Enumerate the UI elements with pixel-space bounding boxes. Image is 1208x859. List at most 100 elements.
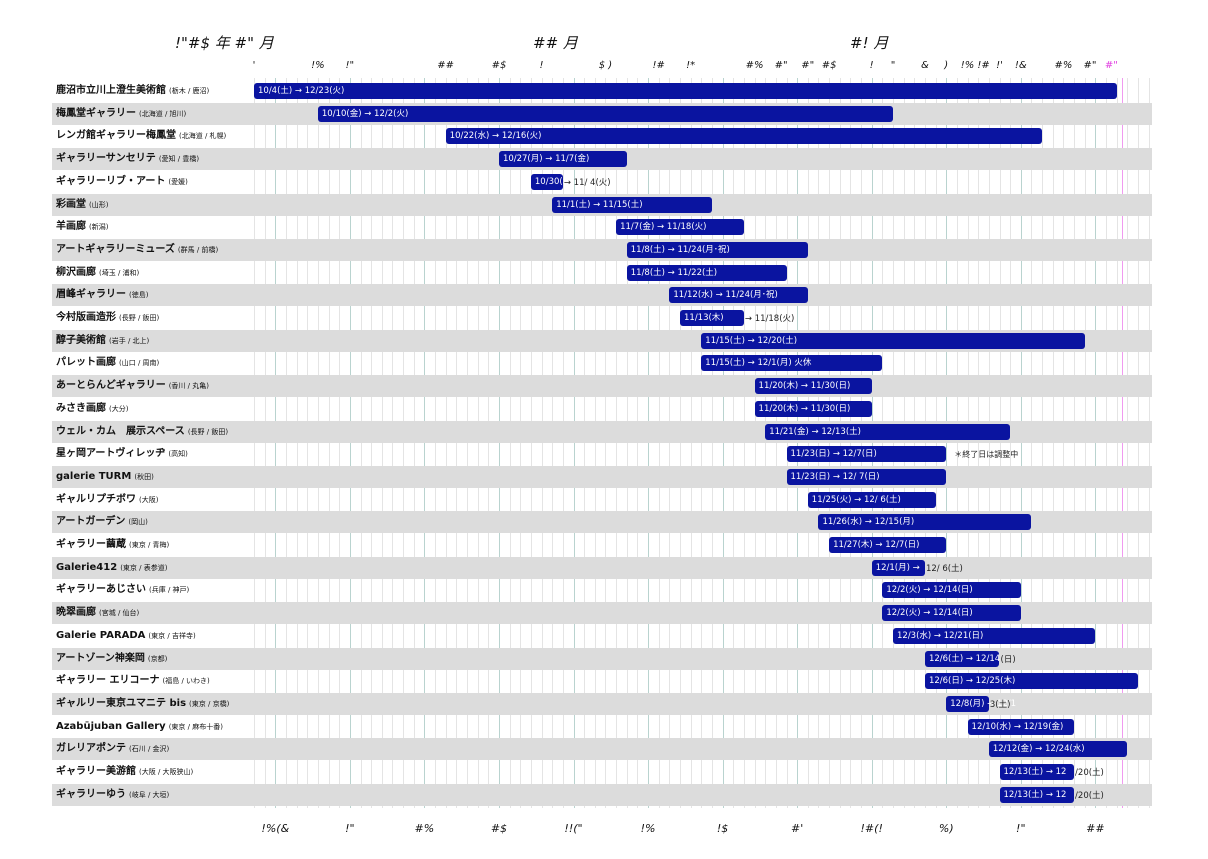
schedule-bar [924, 650, 1000, 667]
day-gridline [956, 78, 958, 808]
schedule-bar [893, 627, 1096, 644]
schedule-bar [626, 264, 787, 281]
venue-label: みさき画廊 (大分) [56, 398, 128, 420]
bottom-tick-label: !%(& [261, 822, 290, 835]
day-gridline [903, 78, 905, 808]
venue-location: (東京 / 麻布十番) [168, 722, 223, 731]
day-gridline [360, 78, 362, 808]
day-gridline [445, 78, 447, 808]
venue-label: 彩画堂 (山形) [56, 194, 108, 216]
schedule-bar-overflow-text: 3(土) [989, 699, 1011, 710]
top-tick-label: !" [345, 60, 355, 71]
row-background [52, 284, 1152, 307]
venue-location: (宮城 / 仙台) [99, 609, 140, 618]
venue-name: Galerie412 [56, 561, 118, 573]
venue-location: (石川 / 金沢) [129, 745, 170, 754]
row-background [52, 761, 1152, 783]
venue-location: (北海道 / 旭川) [139, 109, 187, 118]
venue-location: (山形) [89, 200, 109, 209]
day-gridline [594, 78, 596, 808]
venue-label: 晩翠画廊 (宮城 / 仙台) [56, 602, 139, 624]
day-gridline [435, 78, 437, 808]
venue-location: (大分) [109, 404, 129, 413]
top-tick-label: #" [774, 60, 788, 71]
venue-name: Azabūjuban Gallery [56, 720, 166, 732]
day-gridline [637, 78, 639, 808]
top-tick-label: !% [960, 60, 975, 71]
day-gridline [935, 78, 937, 808]
venue-name: 鹿沼市立川上澄生美術館 [56, 85, 166, 96]
venue-name: ギャラリー エリコーナ [56, 675, 160, 687]
bottom-tick-label: #' [791, 822, 804, 835]
venue-label: ギャラリー エリコーナ (福島 / いわき) [56, 670, 210, 692]
day-gridline [339, 78, 341, 808]
schedule-bar-label: 12/6(土) → 12/14 [928, 653, 1001, 664]
bottom-tick-label: !$ [716, 822, 729, 835]
schedule-bar-label: 10/22(水) → 12/16(火) [449, 131, 542, 142]
top-tick-label: #" [1104, 60, 1118, 71]
top-tick-label: $ ) [598, 60, 613, 71]
day-gridline [669, 78, 671, 808]
schedule-bar-overflow-text: (日) [1000, 654, 1016, 665]
day-gridline [530, 78, 532, 808]
venue-label: ギャラリー美游館 (大阪 / 大阪狭山) [56, 761, 193, 783]
top-tick-label: ## [437, 60, 455, 71]
day-gridline [924, 78, 926, 808]
row-background [52, 352, 1152, 374]
top-tick-label: !% [311, 60, 325, 71]
day-gridline [285, 78, 287, 808]
top-tick-label: ! [539, 60, 544, 71]
top-tick-label: !& [1014, 60, 1027, 71]
schedule-bar [498, 151, 627, 168]
day-gridline [861, 78, 863, 808]
venue-label: 鹿沼市立川上澄生美術館 (栃木 / 鹿沼) [56, 80, 209, 102]
venue-label: あーとらんどギャラリー (香川 / 丸亀) [56, 375, 209, 397]
schedule-bar [829, 537, 947, 553]
venue-label: ギャラリー繭蔵 (東京 / 青梅) [56, 534, 169, 556]
week-gridline [275, 78, 277, 808]
top-tick-label: ) [944, 60, 949, 71]
top-tick-label: & [921, 60, 929, 71]
day-gridline [296, 78, 298, 808]
day-gridline [552, 78, 554, 808]
venue-label: ウェル・カム 展示スペース (長野 / 飯田) [56, 421, 228, 443]
schedule-bar [754, 378, 872, 395]
venue-label: ギャルリー東京ユマニテ bis (東京 / 京橋) [56, 693, 229, 715]
schedule-bar [924, 673, 1138, 690]
venue-location: (東京 / 京橋) [189, 699, 230, 708]
schedule-bar [680, 310, 744, 326]
day-gridline [1084, 78, 1086, 808]
bottom-tick-label: !" [1016, 822, 1026, 835]
venue-label: レンガ館ギャラリー梅鳳堂 (北海道 / 札幌) [56, 125, 226, 147]
schedule-bar [946, 695, 989, 712]
top-tick-label: !* [686, 60, 696, 71]
venue-location: (東京 / 表参道) [120, 563, 168, 572]
day-gridline [381, 78, 383, 808]
today-line [1121, 78, 1123, 808]
venue-label: 羊画廊 (新潟) [56, 216, 108, 238]
day-gridline [1106, 78, 1107, 808]
schedule-bar-label: 11/1(土) → 11/15(土) [556, 199, 643, 210]
week-gridline [349, 78, 351, 808]
day-gridline [254, 78, 255, 808]
venue-location: (徳島) [129, 291, 149, 300]
venue-name: ギャラリーあじさい [56, 584, 146, 596]
schedule-bar-label: 11/20(木) → 11/30(日) [758, 403, 851, 414]
day-gridline [775, 78, 777, 808]
schedule-bar-label: 11/20(木) → 11/30(日) [758, 381, 851, 392]
schedule-bar [701, 355, 883, 372]
row-background [52, 262, 1152, 284]
day-gridline [1116, 78, 1118, 808]
venue-name: 今村版画造形 [56, 312, 116, 323]
day-gridline [456, 78, 458, 808]
day-gridline [467, 78, 468, 808]
day-gridline [690, 78, 692, 808]
schedule-bar [754, 400, 872, 417]
schedule-bar-label: 11/15(土) → 12/1(月) 火休 [705, 358, 812, 369]
row-background [52, 465, 1152, 488]
venue-name: あーとらんどギャラリー [56, 380, 166, 392]
schedule-bar [999, 764, 1075, 780]
schedule-note: ＊終了日は調整中 [954, 450, 1019, 460]
schedule-bar-label: 11/8(土) → 11/22(土) [630, 267, 718, 278]
venue-name: 星ヶ岡アートヴィレッヂ [56, 448, 166, 460]
